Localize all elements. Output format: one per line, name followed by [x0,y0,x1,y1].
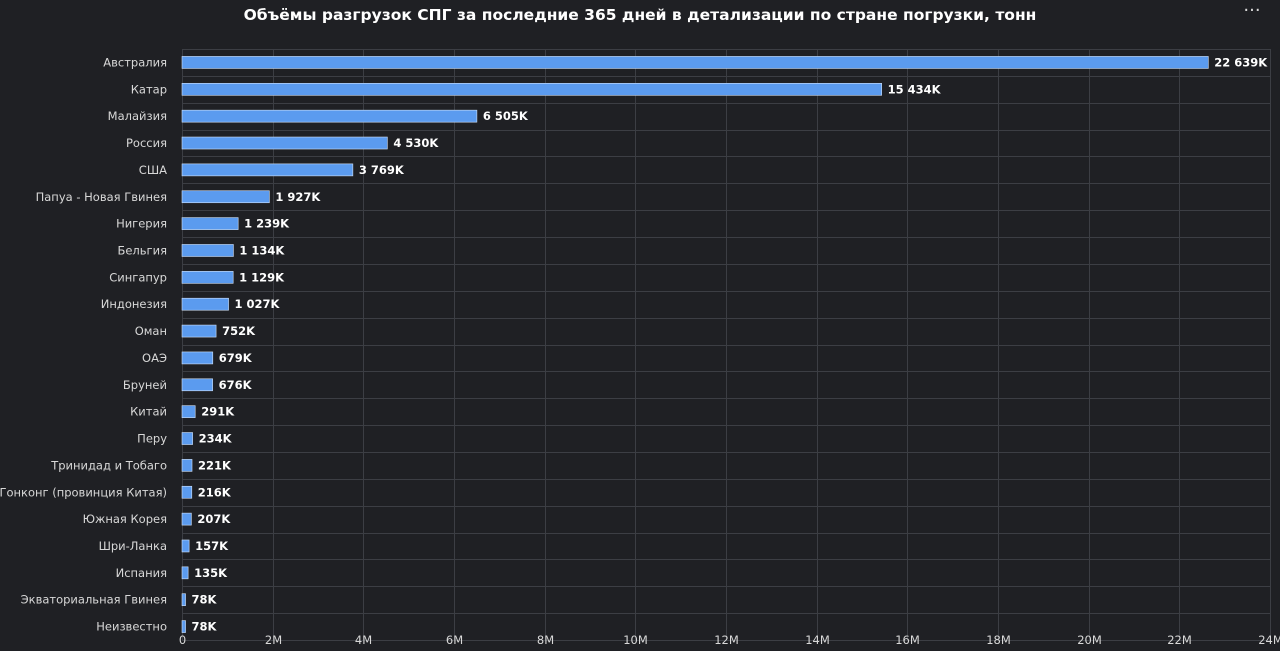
bar[interactable] [181,485,193,499]
category-label: Гонконг (провинция Китая) [0,485,167,499]
bar[interactable] [181,566,189,580]
value-label: 4 530K [393,136,439,150]
bar[interactable] [181,56,1209,69]
value-label: 157K [195,539,229,553]
bar[interactable] [181,163,354,177]
category-label: Австралия [103,55,167,69]
bar[interactable] [181,620,186,633]
category-label: Перу [137,432,167,446]
bar[interactable] [181,378,213,392]
bar[interactable] [181,109,478,123]
x-tick-label: 0 [179,633,186,647]
bar[interactable] [181,297,229,311]
x-tick-label: 16M [895,633,920,647]
bar[interactable] [181,271,234,284]
value-label: 1 027K [235,297,281,311]
value-label: 1 239K [244,217,290,231]
value-label: 78K [192,593,218,607]
value-label: 1 134K [239,243,285,257]
category-label: Катар [131,82,167,96]
value-labels: 22 639K 15 434K 6 505K 4 530K 3 769K 1 927K 1 … [192,55,1269,633]
bar[interactable] [181,217,239,230]
value-label: 216K [198,485,232,499]
x-tick-label: 14M [805,633,830,647]
category-label: Оман [135,324,167,338]
bar[interactable] [181,351,214,365]
category-labels: Австралия Катар Малайзия Россия США Папуа - Н… [0,55,167,633]
category-label: Южная Корея [83,512,167,526]
category-label: Неизвестно [96,620,167,634]
category-label: Шри-Ланка [99,539,167,553]
x-tick-label: 24M [1258,633,1280,647]
x-tick-label: 2M [265,633,282,647]
value-label: 676K [219,378,253,392]
category-label: ОАЭ [142,351,167,365]
bar[interactable] [181,432,193,445]
x-axis-ticks: 0 2M 4M 6M 8M 10M 12M 14M 16M 18M 20M 22M 24M [179,633,1280,647]
value-label: 15 434K [888,82,942,96]
bar[interactable] [181,593,186,607]
category-label: Малайзия [108,109,167,123]
bar[interactable] [181,244,234,257]
category-label: Папуа - Новая Гвинея [36,190,167,204]
value-label: 207K [197,512,231,526]
x-tick-label: 10M [623,633,648,647]
value-label: 6 505K [483,109,529,123]
category-label: Бельгия [117,243,167,257]
bar[interactable] [181,512,192,526]
value-label: 22 639K [1214,55,1268,69]
value-label: 1 129K [239,270,285,284]
value-label: 221K [198,458,232,472]
bar[interactable] [181,82,882,96]
x-tick-label: 18M [986,633,1011,647]
bar[interactable] [181,405,196,418]
value-label: 3 769K [359,163,405,177]
bar[interactable] [181,190,270,204]
category-label: Нигерия [116,217,167,231]
value-label: 752K [222,324,256,338]
x-tick-label: 6M [446,633,463,647]
x-tick-label: 8M [537,633,554,647]
bars [181,56,1209,633]
category-label: Экваториальная Гвинея [21,593,167,607]
value-label: 1 927K [275,190,321,204]
bar[interactable] [181,459,193,472]
x-tick-label: 22M [1167,633,1192,647]
bar[interactable] [181,539,190,553]
category-label: Испания [116,566,167,580]
value-label: 78K [192,620,218,634]
chart-title: Объёмы разгрузок СПГ за последние 365 дн… [243,6,1037,24]
value-label: 234K [199,432,233,446]
category-label: Тринидад и Тобаго [50,458,167,472]
category-label: Сингапур [109,270,167,284]
category-label: Бруней [123,378,167,392]
x-tick-label: 20M [1077,633,1102,647]
category-label: Китай [130,405,167,419]
category-label: Россия [126,136,167,150]
value-label: 679K [219,351,253,365]
value-label: 135K [194,566,228,580]
x-tick-label: 12M [714,633,739,647]
category-label: США [139,163,167,177]
bar[interactable] [181,136,388,150]
value-label: 291K [201,405,235,419]
more-horizontal-icon[interactable]: ··· [1243,0,1261,21]
x-tick-label: 4M [355,633,372,647]
grid-lines [182,49,1271,641]
bar[interactable] [181,324,217,338]
category-label: Индонезия [101,297,167,311]
